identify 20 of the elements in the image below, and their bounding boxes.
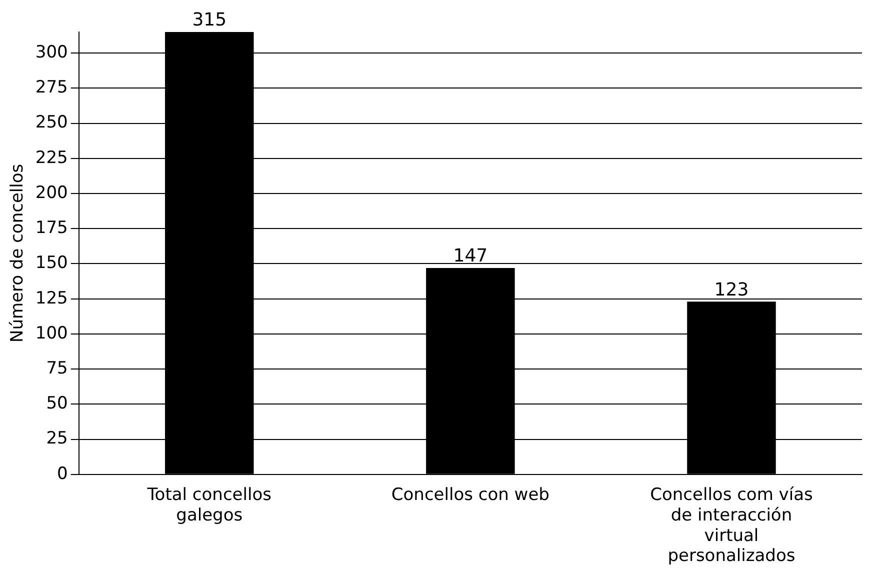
x-tick-label: Concellos com vías de interacción virtual personalizados [650,485,813,566]
y-tick-label: 250 [35,112,68,133]
data-label: 123 [714,279,749,300]
x-tick-label: Concellos con web [391,485,550,506]
y-tick-label: 0 [57,464,68,484]
y-tick-label: 200 [35,182,68,203]
y-tick-label: 125 [35,288,68,308]
y-tick-label: 225 [35,148,68,168]
y-tick-label: 275 [35,78,68,98]
y-tick-label: 300 [35,42,68,62]
y-tick-label: 175 [35,218,68,238]
y-tick-label: 50 [46,394,68,414]
data-label: 147 [453,246,488,267]
x-tick-label: Total concellos galegos [146,485,272,526]
y-tick-label: 100 [35,323,68,344]
y-tick-label: 150 [35,253,68,274]
y-tick-label: 25 [46,428,68,449]
y-tick-label: 75 [46,358,68,378]
y-axis-title: Número de concellos [8,164,28,343]
data-label: 315 [192,10,227,31]
